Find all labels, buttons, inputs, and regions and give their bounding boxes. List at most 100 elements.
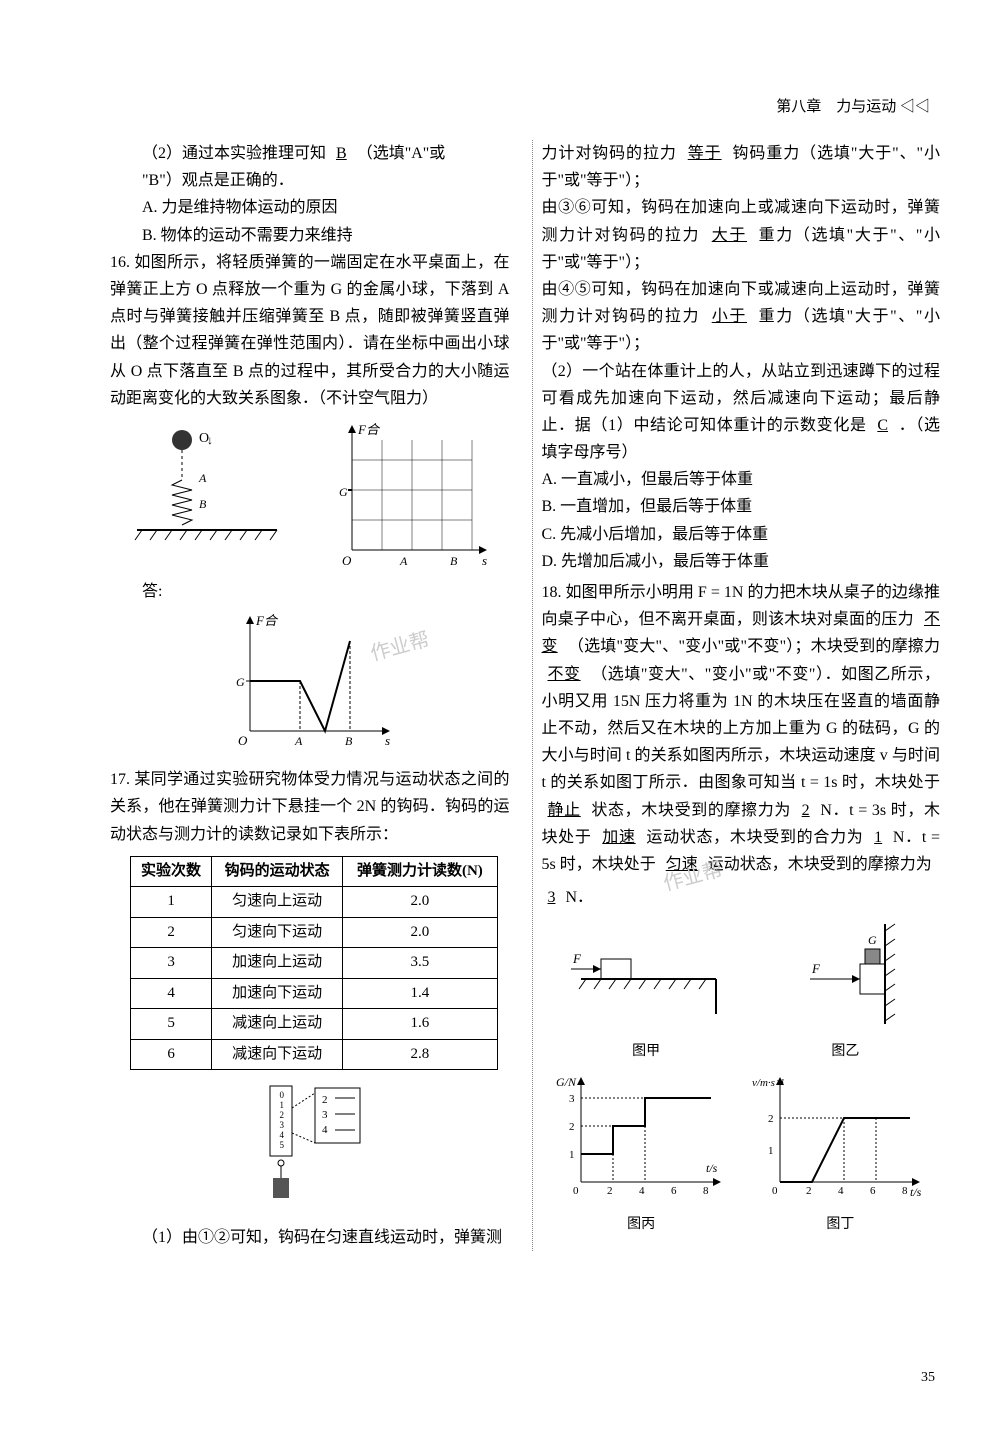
q17-cont1: 力计对钩码的拉力 等于 钩码重力（选填"大于"、"小于"或"等于"）； bbox=[541, 140, 940, 194]
svg-text:G: G bbox=[236, 675, 245, 689]
svg-text:v/m·s⁻¹: v/m·s⁻¹ bbox=[752, 1077, 784, 1089]
svg-text:B: B bbox=[450, 554, 458, 568]
svg-text:8: 8 bbox=[703, 1185, 709, 1197]
q17-cont3: 由④⑤可知，钩码在加速向下或减速向上运动时，弹簧测力计对钩码的拉力 小于 重力（… bbox=[541, 276, 940, 358]
q18-figs-2: G/N t/s 02468 123 图丙 bbox=[541, 1072, 940, 1237]
svg-text:0: 0 bbox=[772, 1185, 778, 1197]
text: 如图甲所示小明用 F = 1N 的力把木块从桌子的边缘推向桌子中心，但不离开桌面… bbox=[541, 584, 940, 628]
q16-body: 如图所示，将轻质弹簧的一端固定在水平桌面上，在弹簧正上方 O 点释放一个重为 G… bbox=[110, 254, 509, 407]
svg-text:3: 3 bbox=[322, 1109, 328, 1121]
svg-text:2: 2 bbox=[806, 1185, 812, 1197]
blank: 不变 bbox=[541, 666, 586, 683]
page-number: 35 bbox=[921, 1366, 935, 1390]
fig-label: 图甲 bbox=[561, 1040, 731, 1064]
fig-jia: F bbox=[561, 919, 731, 1029]
svg-text:4: 4 bbox=[322, 1124, 328, 1136]
experiment-table: 实验次数 钩码的运动状态 弹簧测力计读数(N) 1匀速向上运动2.0 2匀速向下… bbox=[130, 856, 498, 1071]
q-number: 16. bbox=[110, 254, 130, 271]
td: 2.0 bbox=[343, 917, 497, 948]
right-column: 力计对钩码的拉力 等于 钩码重力（选填"大于"、"小于"或"等于"）； 由③⑥可… bbox=[532, 140, 940, 1251]
svg-text:6: 6 bbox=[870, 1185, 876, 1197]
svg-text:8: 8 bbox=[902, 1185, 908, 1197]
q-number: 18. bbox=[541, 584, 561, 601]
th: 实验次数 bbox=[131, 856, 212, 887]
svg-text:G: G bbox=[868, 933, 877, 947]
td: 3 bbox=[131, 948, 212, 979]
text: （选填"变大"、"变小"或"不变"）；木块受到的摩擦力 bbox=[568, 638, 940, 655]
blank: 小于 bbox=[706, 308, 753, 325]
q15-part2: （2）通过本实验推理可知 B （选填"A"或 bbox=[110, 140, 509, 167]
blank: 静止 bbox=[541, 802, 586, 819]
svg-text:A: A bbox=[198, 471, 207, 485]
svg-text:1: 1 bbox=[569, 1149, 575, 1161]
td: 2.0 bbox=[343, 887, 497, 918]
td: 4 bbox=[131, 978, 212, 1009]
td: 1.6 bbox=[343, 1009, 497, 1040]
td: 减速向上运动 bbox=[212, 1009, 343, 1040]
blank: 1 bbox=[868, 829, 888, 846]
td: 减速向下运动 bbox=[212, 1039, 343, 1070]
fig-yi: G F bbox=[770, 919, 920, 1029]
svg-text:F合: F合 bbox=[357, 422, 381, 437]
svg-text:O: O bbox=[238, 733, 248, 748]
answer-graph-svg: F合 O s G A B bbox=[220, 611, 400, 751]
q17-cont2: 由③⑥可知，钩码在加速向上或减速向下运动时，弹簧测力计对钩码的拉力 大于 重力（… bbox=[541, 194, 940, 276]
q-number: 17. bbox=[110, 771, 130, 788]
q18-end: 3 N． bbox=[541, 884, 940, 911]
svg-text:4: 4 bbox=[639, 1185, 645, 1197]
fig-label: 图乙 bbox=[770, 1040, 920, 1064]
text: "B"）观点是正确的． bbox=[110, 167, 509, 194]
blank-answer: B bbox=[330, 145, 353, 162]
fig-ding-wrap: v/m·s⁻¹ t/s 02468 12 图丁 bbox=[750, 1072, 930, 1237]
spring-diagram: O ↓ A B bbox=[127, 420, 297, 570]
svg-text:B: B bbox=[345, 734, 353, 748]
td: 5 bbox=[131, 1009, 212, 1040]
svg-text:0: 0 bbox=[573, 1185, 579, 1197]
svg-text:1: 1 bbox=[279, 1100, 284, 1110]
svg-text:A: A bbox=[294, 734, 303, 748]
svg-text:2: 2 bbox=[768, 1113, 774, 1125]
two-columns: （2）通过本实验推理可知 B （选填"A"或 "B"）观点是正确的． A. 力是… bbox=[110, 140, 940, 1251]
fig-bing-wrap: G/N t/s 02468 123 图丙 bbox=[551, 1072, 731, 1237]
svg-text:O: O bbox=[342, 553, 352, 568]
td: 1 bbox=[131, 887, 212, 918]
svg-text:G/N: G/N bbox=[556, 1075, 577, 1089]
fig-bing: G/N t/s 02468 123 bbox=[551, 1072, 731, 1202]
spring-scale-figure: 012 345 2 3 4 bbox=[110, 1078, 509, 1217]
svg-text:1: 1 bbox=[768, 1145, 774, 1157]
fig-label: 图丙 bbox=[551, 1213, 731, 1237]
svg-text:4: 4 bbox=[279, 1130, 284, 1140]
q18-figs-1: F 图甲 G F 图乙 bbox=[541, 919, 940, 1064]
answer-label: 答: bbox=[110, 578, 509, 605]
text: （2）通过本实验推理可知 bbox=[142, 145, 326, 162]
svg-text:F: F bbox=[572, 951, 582, 966]
svg-text:2: 2 bbox=[569, 1121, 575, 1133]
svg-text:↓: ↓ bbox=[207, 433, 213, 447]
svg-text:B: B bbox=[199, 497, 207, 511]
svg-text:2: 2 bbox=[279, 1110, 284, 1120]
svg-text:s: s bbox=[482, 553, 487, 568]
q16-answer-graph: F合 O s G A B bbox=[110, 611, 509, 760]
text: 运动状态，木块受到的摩擦力为 bbox=[708, 856, 932, 873]
svg-text:6: 6 bbox=[671, 1185, 677, 1197]
svg-text:2: 2 bbox=[607, 1185, 613, 1197]
td: 匀速向上运动 bbox=[212, 887, 343, 918]
q18: 18. 如图甲所示小明用 F = 1N 的力把木块从桌子的边缘推向桌子中心，但不… bbox=[541, 579, 940, 878]
svg-text:0: 0 bbox=[279, 1090, 284, 1100]
svg-text:F: F bbox=[811, 961, 821, 976]
option-b: B. 物体的运动不需要力来维持 bbox=[110, 222, 509, 249]
svg-text:t/s: t/s bbox=[706, 1161, 718, 1175]
blank: 匀速 bbox=[660, 856, 704, 873]
td: 2.8 bbox=[343, 1039, 497, 1070]
blank: C bbox=[871, 417, 894, 434]
fig-jia-wrap: F 图甲 bbox=[561, 919, 731, 1064]
q17-body: 某同学通过实验研究物体受力情况与运动状态之间的关系，他在弹簧测力计下悬挂一个 2… bbox=[110, 771, 509, 842]
text: （选填"A"或 bbox=[357, 145, 446, 162]
svg-text:F合: F合 bbox=[255, 613, 279, 628]
text: （选填"变大"、"变小"或"不变"）．如图乙所示，小明又用 15N 压力将重为 … bbox=[541, 666, 940, 792]
svg-text:t/s: t/s bbox=[910, 1185, 922, 1199]
td: 2 bbox=[131, 917, 212, 948]
blank: 2 bbox=[796, 802, 816, 819]
th: 钩码的运动状态 bbox=[212, 856, 343, 887]
spring-scale-svg: 012 345 2 3 4 bbox=[240, 1078, 380, 1208]
